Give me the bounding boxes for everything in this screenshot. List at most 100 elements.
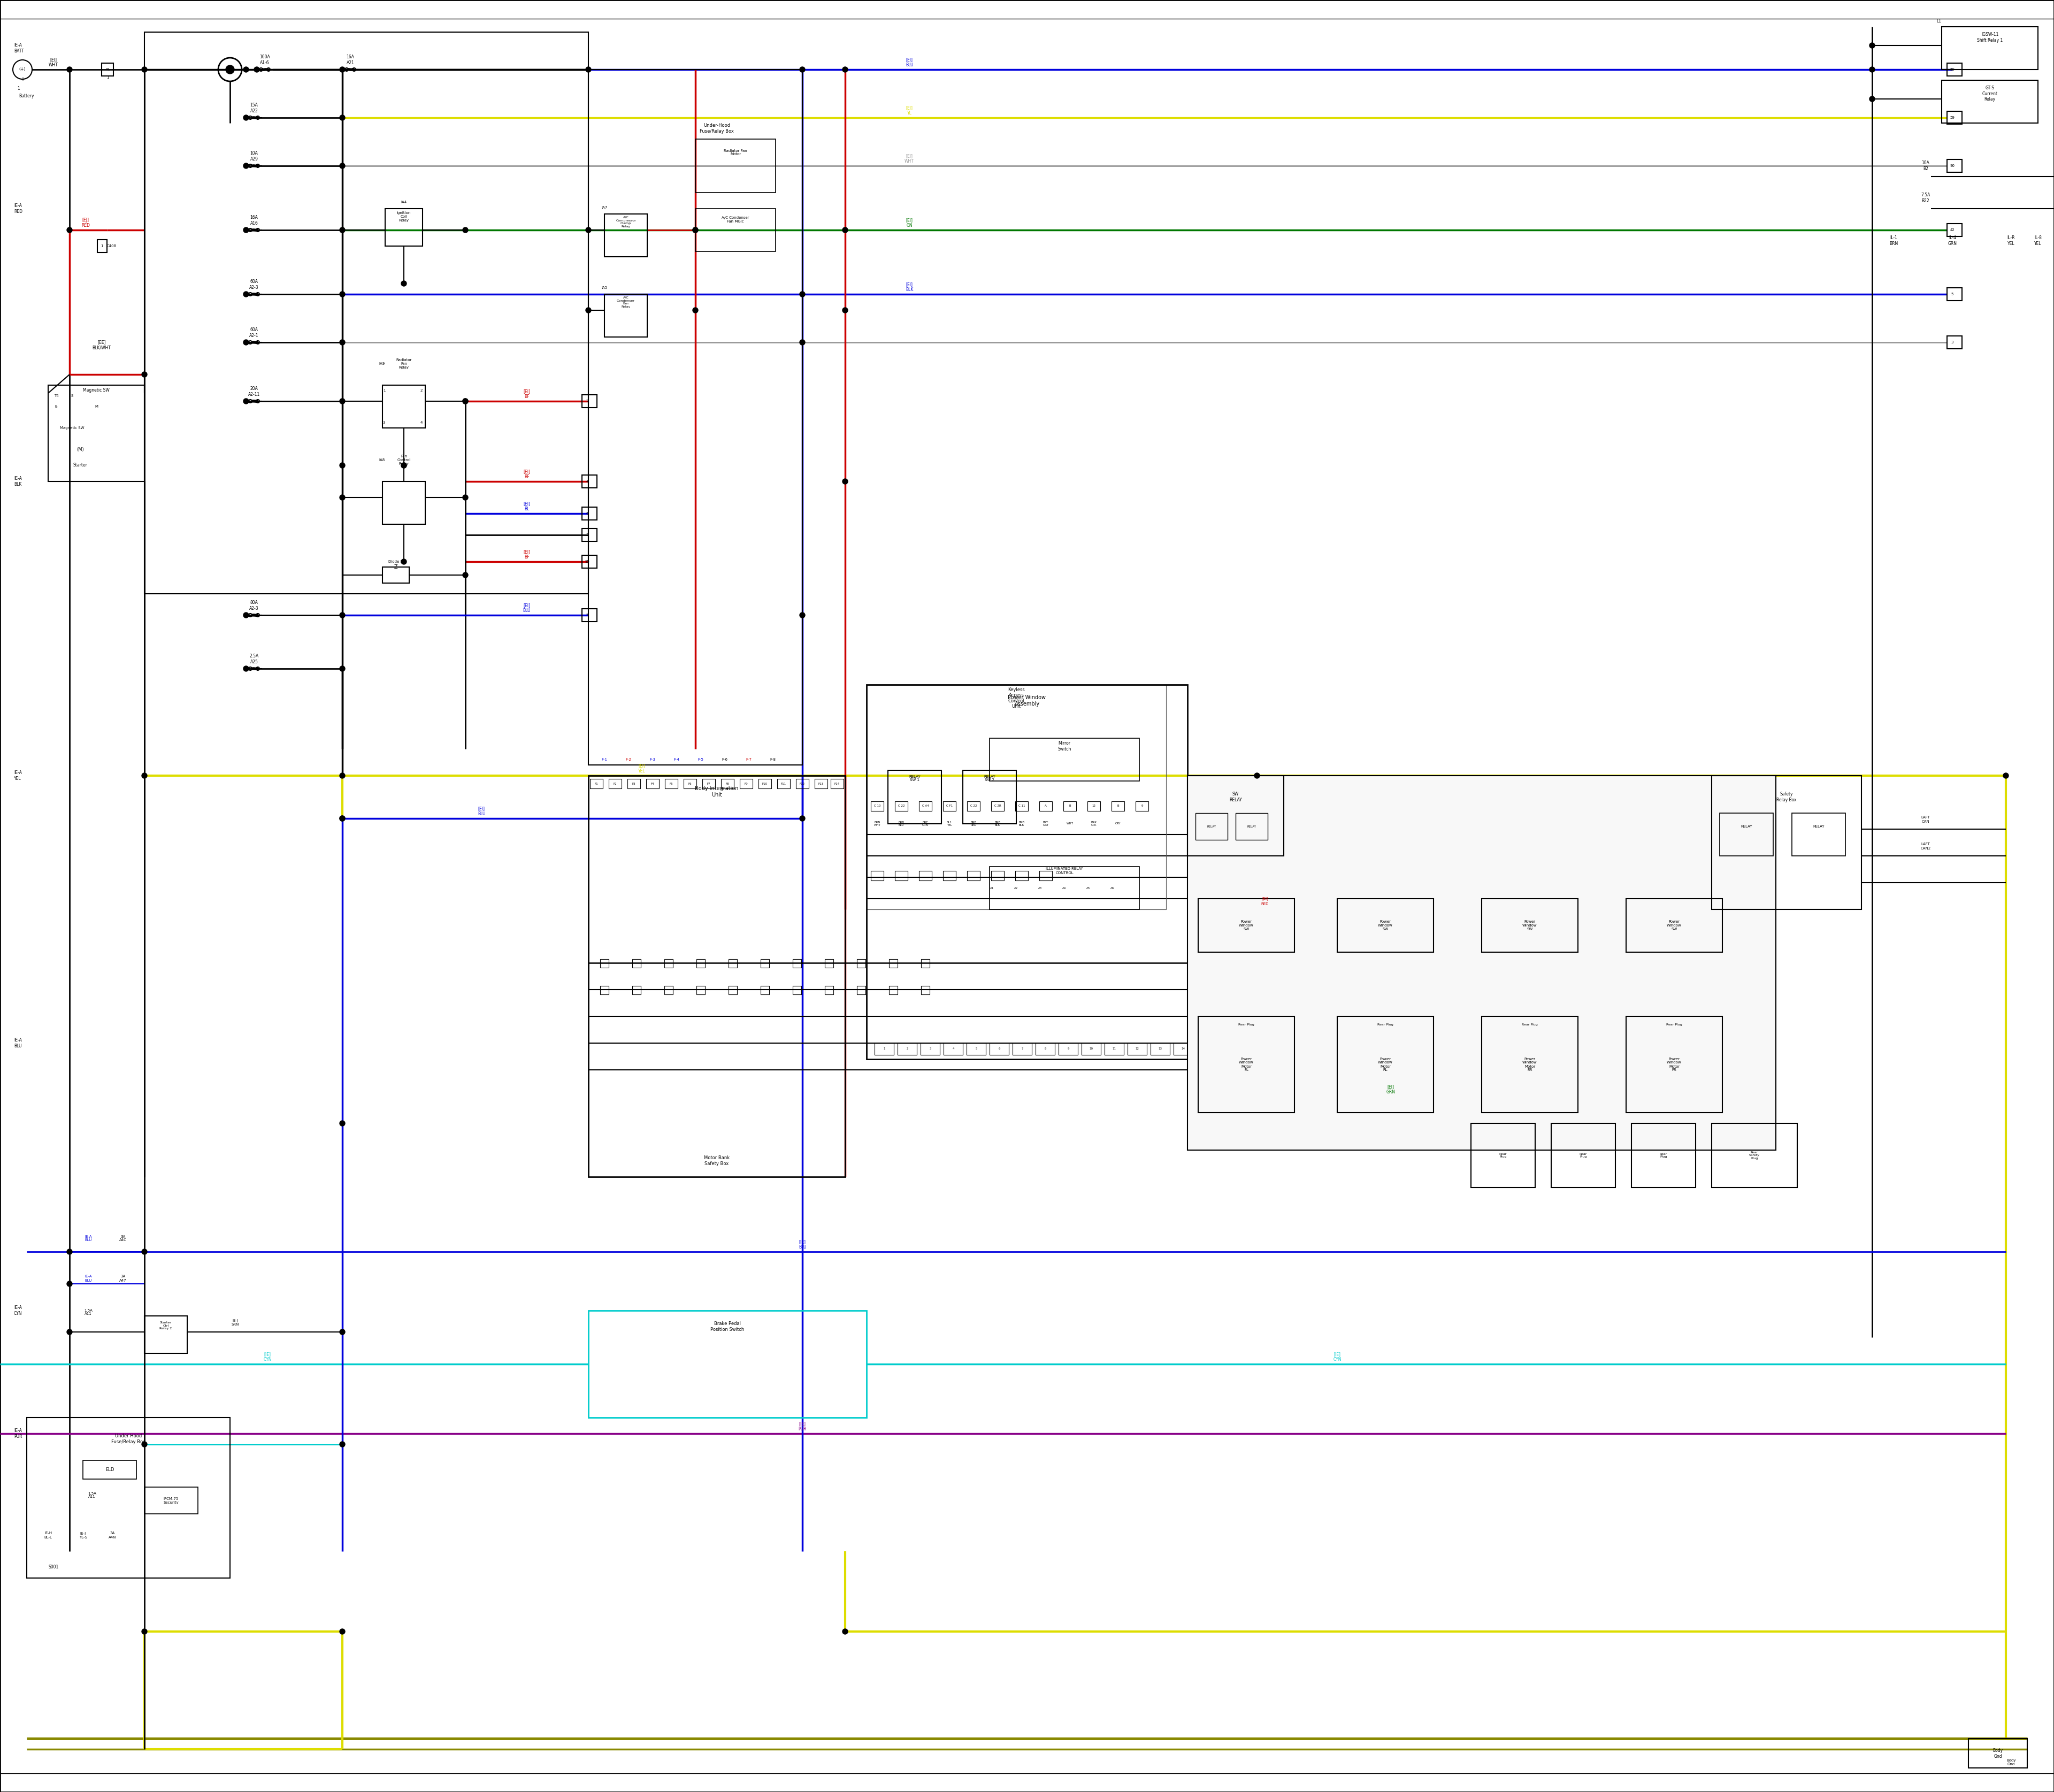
Text: Power
Window
Motor
RL: Power Window Motor RL: [1378, 1057, 1393, 1072]
Bar: [1187, 776, 1284, 857]
Bar: [920, 986, 930, 995]
Bar: [587, 776, 844, 1177]
Text: [EI]: [EI]: [524, 502, 530, 507]
Text: 95: 95: [585, 561, 589, 563]
Text: BF: BF: [524, 394, 530, 400]
Text: F7: F7: [707, 783, 711, 785]
Bar: [889, 986, 898, 995]
Bar: [608, 780, 622, 788]
Text: RELAY: RELAY: [1814, 824, 1824, 828]
Bar: [1947, 111, 1962, 124]
Bar: [896, 871, 908, 880]
Bar: [600, 959, 608, 968]
Text: [IE]: [IE]: [265, 1351, 271, 1357]
Text: BRN
WHT: BRN WHT: [873, 821, 881, 826]
Circle shape: [339, 66, 345, 72]
Bar: [144, 1315, 187, 1353]
Circle shape: [68, 228, 72, 233]
Text: Under Hood
Fuse/Relay Box: Under Hood Fuse/Relay Box: [111, 1434, 146, 1444]
Text: Power Window
Assembly: Power Window Assembly: [1009, 695, 1045, 706]
Bar: [1337, 898, 1434, 952]
Text: F-1: F-1: [602, 758, 608, 762]
Text: IA8: IA8: [378, 459, 384, 462]
Text: IE-H
BL-L: IE-H BL-L: [45, 1532, 51, 1539]
Text: Safety
Relay Box: Safety Relay Box: [1777, 792, 1797, 803]
Text: A/C
Condenser
Fan
Relay: A/C Condenser Fan Relay: [616, 296, 635, 308]
Text: IE-A
BLK: IE-A BLK: [14, 477, 23, 487]
Circle shape: [339, 292, 345, 297]
Bar: [384, 208, 423, 246]
Text: 3A
A4N: 3A A4N: [109, 1532, 117, 1539]
Bar: [702, 780, 715, 788]
Text: [EE]: [EE]: [97, 340, 105, 344]
Text: F-8: F-8: [770, 758, 776, 762]
Text: 11: 11: [1113, 1048, 1115, 1050]
Text: Power
Window
Motor
FR: Power Window Motor FR: [1668, 1057, 1682, 1072]
Circle shape: [692, 308, 698, 314]
Bar: [760, 959, 768, 968]
Bar: [382, 566, 409, 582]
Bar: [1035, 1043, 1056, 1055]
Bar: [963, 771, 1017, 824]
Circle shape: [339, 398, 345, 403]
Text: ELD: ELD: [105, 1468, 115, 1471]
Text: 1.5A
A11: 1.5A A11: [88, 1491, 97, 1498]
Text: Body
Gnd: Body Gnd: [1992, 1749, 2003, 1758]
Circle shape: [242, 398, 249, 403]
Bar: [1013, 1043, 1031, 1055]
Bar: [990, 1043, 1009, 1055]
Text: 59: 59: [1949, 68, 1955, 72]
Text: C 11: C 11: [1019, 805, 1025, 808]
Circle shape: [401, 559, 407, 564]
Bar: [144, 32, 587, 593]
Text: Fan
Control
Relay: Fan Control Relay: [396, 455, 411, 466]
Bar: [1150, 1043, 1171, 1055]
Text: B: B: [55, 405, 58, 409]
Bar: [696, 140, 776, 192]
Text: BRB
BLU: BRB BLU: [898, 821, 904, 826]
Circle shape: [339, 772, 345, 778]
Text: IE-J
SRN: IE-J SRN: [232, 1319, 238, 1326]
Circle shape: [339, 115, 345, 120]
Bar: [1105, 1043, 1124, 1055]
Text: Keyless
Access
Control
Unit: Keyless Access Control Unit: [1009, 688, 1025, 710]
Bar: [633, 986, 641, 995]
Text: 13: 13: [1158, 1048, 1163, 1050]
Bar: [1947, 289, 1962, 301]
Text: 4: 4: [585, 480, 589, 484]
Text: IL-4
GRN: IL-4 GRN: [1947, 235, 1957, 246]
Circle shape: [462, 398, 468, 403]
Text: LAFT
CAN: LAFT CAN: [1920, 815, 1931, 823]
Text: 59: 59: [1949, 116, 1955, 120]
Text: Z: Z: [394, 564, 398, 570]
Bar: [1173, 1043, 1193, 1055]
Text: 1: 1: [107, 75, 109, 79]
Text: [EI]: [EI]: [49, 57, 58, 63]
Bar: [633, 959, 641, 968]
Text: Under-Hood
Fuse/Relay Box: Under-Hood Fuse/Relay Box: [700, 124, 733, 134]
Text: F2: F2: [614, 783, 616, 785]
Text: PUR: PUR: [799, 1426, 807, 1432]
Bar: [1337, 1016, 1434, 1113]
Bar: [943, 1043, 963, 1055]
Text: Rear
Safety
Plug: Rear Safety Plug: [1750, 1150, 1760, 1159]
Text: RED: RED: [82, 224, 90, 228]
Text: 20A
A2-11: 20A A2-11: [249, 387, 261, 396]
Bar: [760, 986, 768, 995]
Text: Rear
Plug: Rear Plug: [1660, 1152, 1668, 1158]
Bar: [1947, 335, 1962, 349]
Circle shape: [339, 815, 345, 821]
Text: BRB
BLK: BRB BLK: [994, 821, 1000, 826]
Text: C F1: C F1: [947, 805, 953, 808]
Text: RED: RED: [1261, 903, 1269, 905]
Text: 4: 4: [421, 421, 423, 425]
Text: 42: 42: [1949, 228, 1955, 231]
Circle shape: [242, 292, 249, 297]
Bar: [889, 959, 898, 968]
Text: BLU: BLU: [524, 609, 530, 613]
Text: F-3: F-3: [649, 758, 655, 762]
Circle shape: [242, 66, 249, 72]
Text: 60A
A2-1: 60A A2-1: [249, 328, 259, 339]
Bar: [581, 529, 598, 541]
Text: 12: 12: [1136, 1048, 1140, 1050]
